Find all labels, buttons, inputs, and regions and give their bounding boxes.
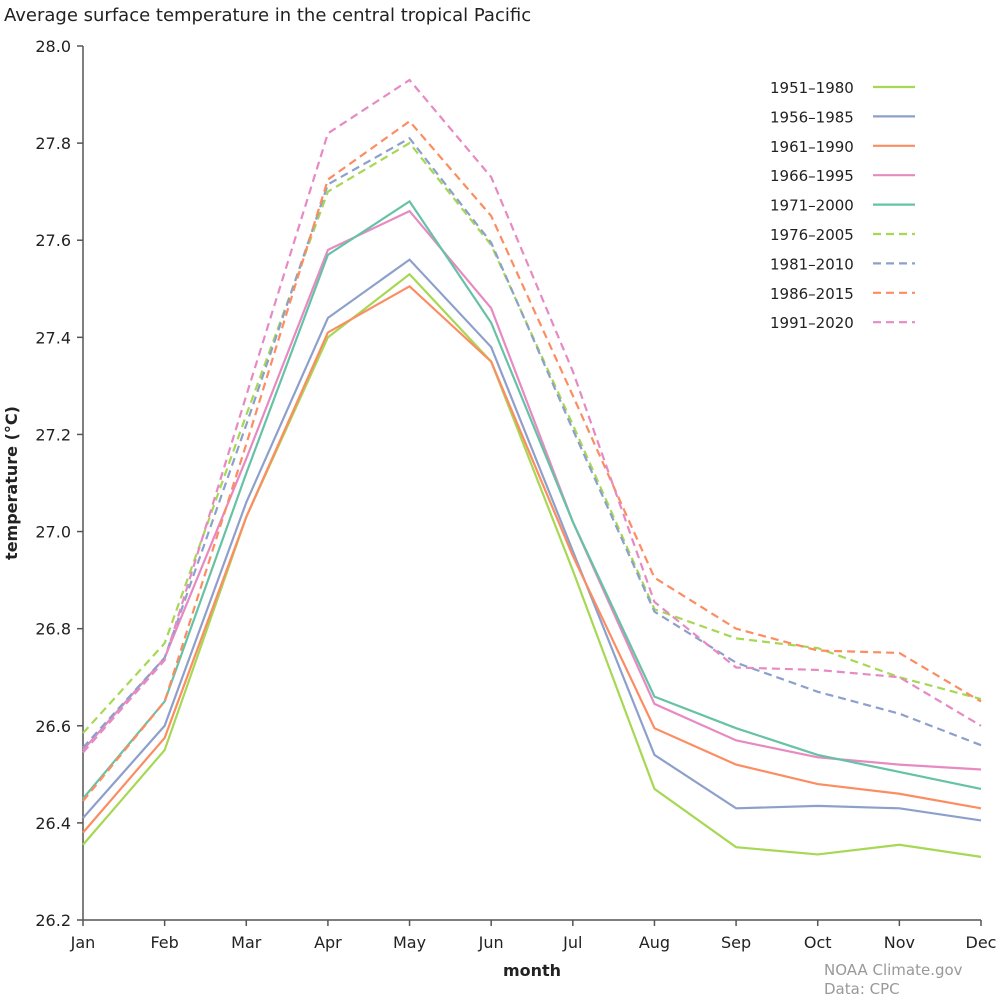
y-tick-label: 26.4 bbox=[35, 814, 71, 833]
credit-data: Data: CPC bbox=[824, 980, 900, 998]
series-line bbox=[83, 260, 981, 821]
y-tick-label: 27.8 bbox=[35, 134, 71, 153]
y-axis-label: temperature (°C) bbox=[2, 406, 21, 560]
legend-label: 1986–2015 bbox=[770, 285, 854, 303]
series-line bbox=[83, 286, 981, 832]
x-tick-label: Mar bbox=[231, 933, 262, 952]
y-tick-label: 27.6 bbox=[35, 231, 71, 250]
x-tick-label: May bbox=[393, 933, 426, 952]
legend-label: 1976–2005 bbox=[770, 226, 854, 244]
x-axis-label: month bbox=[503, 961, 561, 980]
legend-label: 1961–1990 bbox=[770, 138, 854, 156]
legend-label: 1956–1985 bbox=[770, 108, 854, 126]
x-tick-label: Sep bbox=[721, 933, 751, 952]
y-tick-label: 27.2 bbox=[35, 425, 71, 444]
y-tick-label: 26.8 bbox=[35, 620, 71, 639]
x-tick-label: Apr bbox=[314, 933, 342, 952]
x-tick-label: Nov bbox=[884, 933, 915, 952]
x-tick-label: Feb bbox=[150, 933, 178, 952]
x-tick-label: Jun bbox=[478, 933, 504, 952]
y-tick-label: 26.2 bbox=[35, 911, 71, 930]
series-line bbox=[83, 274, 981, 857]
legend: 1951–1980 1956–1985 1961–1990 1966–1995 1971… bbox=[770, 79, 915, 332]
y-tick-label: 27.0 bbox=[35, 523, 71, 542]
y-tick-label: 27.4 bbox=[35, 328, 71, 347]
x-tick-label: Aug bbox=[639, 933, 670, 952]
x-tick-label: Jan bbox=[70, 933, 96, 952]
chart-title: Average surface temperature in the centr… bbox=[4, 5, 531, 26]
legend-label: 1966–1995 bbox=[770, 167, 854, 185]
credit-source: NOAA Climate.gov bbox=[824, 961, 963, 979]
legend-label: 1991–2020 bbox=[770, 314, 854, 332]
legend-label: 1951–1980 bbox=[770, 79, 854, 97]
x-tick-label: Jul bbox=[562, 933, 582, 952]
y-tick-label: 28.0 bbox=[35, 37, 71, 56]
x-tick-label: Oct bbox=[804, 933, 832, 952]
y-tick-label: 26.6 bbox=[35, 717, 71, 736]
x-tick-label: Dec bbox=[966, 933, 997, 952]
legend-label: 1971–2000 bbox=[770, 197, 854, 215]
legend-label: 1981–2010 bbox=[770, 255, 854, 273]
